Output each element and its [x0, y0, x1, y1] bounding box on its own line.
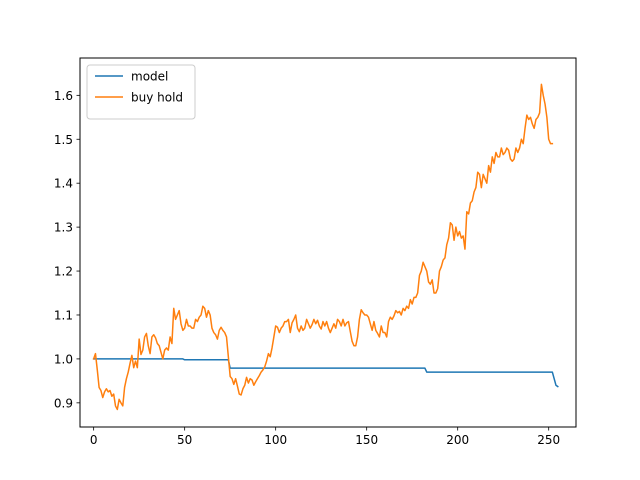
axes-frame: [79, 57, 577, 428]
y-tick-label: 1.0: [54, 352, 73, 366]
legend: model buy hold: [86, 64, 196, 120]
x-tick-label: 250: [537, 433, 560, 447]
y-tick-label: 1.5: [54, 133, 73, 147]
x-tick-label: 200: [446, 433, 469, 447]
y-tick-label: 1.4: [54, 177, 73, 191]
y-tick-label: 0.9: [54, 396, 73, 410]
x-tick-label: 150: [355, 433, 378, 447]
x-tick-label: 0: [90, 433, 98, 447]
y-tick-label: 1.2: [54, 265, 73, 279]
x-tick-label: 50: [177, 433, 192, 447]
series-line-buy-hold: [92, 83, 554, 411]
y-tick-label: 1.3: [54, 221, 73, 235]
legend-label-model: model: [131, 70, 168, 84]
legend-box: [86, 64, 196, 120]
series-line-model: [92, 358, 559, 388]
y-axis: 0.9 1.0 1.1 1.2 1.3 1.4 1.5 1.6: [54, 89, 80, 410]
legend-label-buy-hold: buy hold: [131, 91, 183, 105]
y-tick-label: 1.6: [54, 89, 73, 103]
y-tick-label: 1.1: [54, 308, 73, 322]
x-axis: 0 50 100 150 200 250: [90, 427, 560, 447]
x-tick-label: 100: [264, 433, 287, 447]
plot-area: [92, 83, 559, 411]
